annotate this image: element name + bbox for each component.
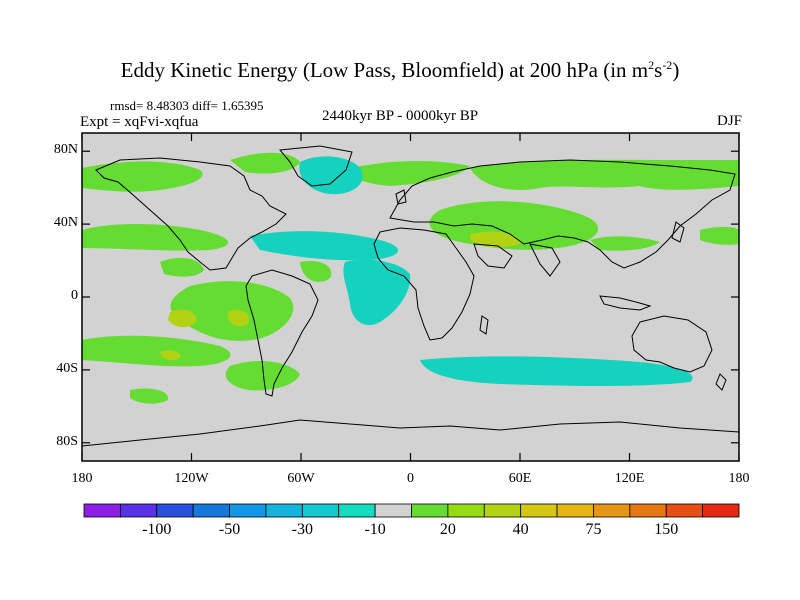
y-tick-label: 40S: [56, 360, 78, 376]
plot-title: Eddy Kinetic Energy (Low Pass, Bloomfiel…: [120, 58, 680, 82]
negative-anomaly-field: [250, 156, 693, 386]
colorbar-swatch: [265, 503, 303, 518]
colorbar-swatch: [119, 503, 158, 518]
colorbar-label: -10: [364, 521, 386, 538]
colorbar-swatch: [447, 503, 485, 518]
period-label: 2440kyr BP - 0000kyr BP: [322, 108, 479, 124]
colorbar-label: -50: [218, 521, 241, 538]
colorbar-swatch: [665, 503, 704, 518]
colorbar-swatch: [192, 503, 230, 518]
colorbar-swatch: [556, 503, 594, 518]
x-tick-label: 120E: [614, 471, 645, 486]
colorbar-swatch: [338, 503, 376, 518]
experiment-label: Expt = xqFvi-xqfua: [80, 114, 199, 130]
colorbar-swatch: [374, 503, 412, 518]
colorbar-swatch: [483, 503, 522, 518]
season-label: DJF: [716, 113, 742, 129]
colorbar-swatch: [629, 503, 667, 518]
colorbar-swatch: [156, 503, 194, 518]
y-tick-label: 0: [71, 288, 78, 303]
x-tick-label: 60W: [287, 471, 315, 486]
positive-anomaly-core: [160, 231, 520, 360]
x-axis-ticks: [81, 133, 740, 461]
coastlines: [81, 145, 740, 447]
y-tick-label: 40N: [53, 215, 78, 231]
colorbar-swatch: [520, 503, 558, 518]
colorbar-swatch: [83, 503, 121, 518]
colorbar-swatch: [301, 503, 340, 518]
y-tick-label: 80N: [53, 142, 78, 158]
colorbar-swatch: [702, 503, 740, 518]
stats-label: rmsd= 8.48303 diff= 1.65395: [110, 98, 264, 113]
colorbar-label: 40: [512, 521, 529, 538]
x-tick-label: 60E: [508, 471, 532, 486]
x-tick-label: 0: [407, 471, 414, 486]
colorbar-swatch: [411, 503, 449, 518]
colorbar-label: -100: [142, 521, 172, 538]
colorbar-label: 20: [439, 521, 456, 538]
x-tick-label: 180: [728, 471, 750, 486]
colorbar-label: -30: [291, 521, 313, 538]
colorbar-swatch: [593, 503, 631, 518]
colorbar-swatch: [229, 503, 267, 518]
y-tick-label: 80S: [56, 433, 78, 449]
y-axis-ticks: [82, 150, 739, 444]
x-tick-label: 120W: [174, 471, 209, 486]
colorbar-label: 150: [654, 521, 679, 538]
colorbar-label: 75: [585, 521, 602, 538]
colorbar: [83, 503, 740, 518]
x-tick-label: 180: [71, 471, 93, 486]
